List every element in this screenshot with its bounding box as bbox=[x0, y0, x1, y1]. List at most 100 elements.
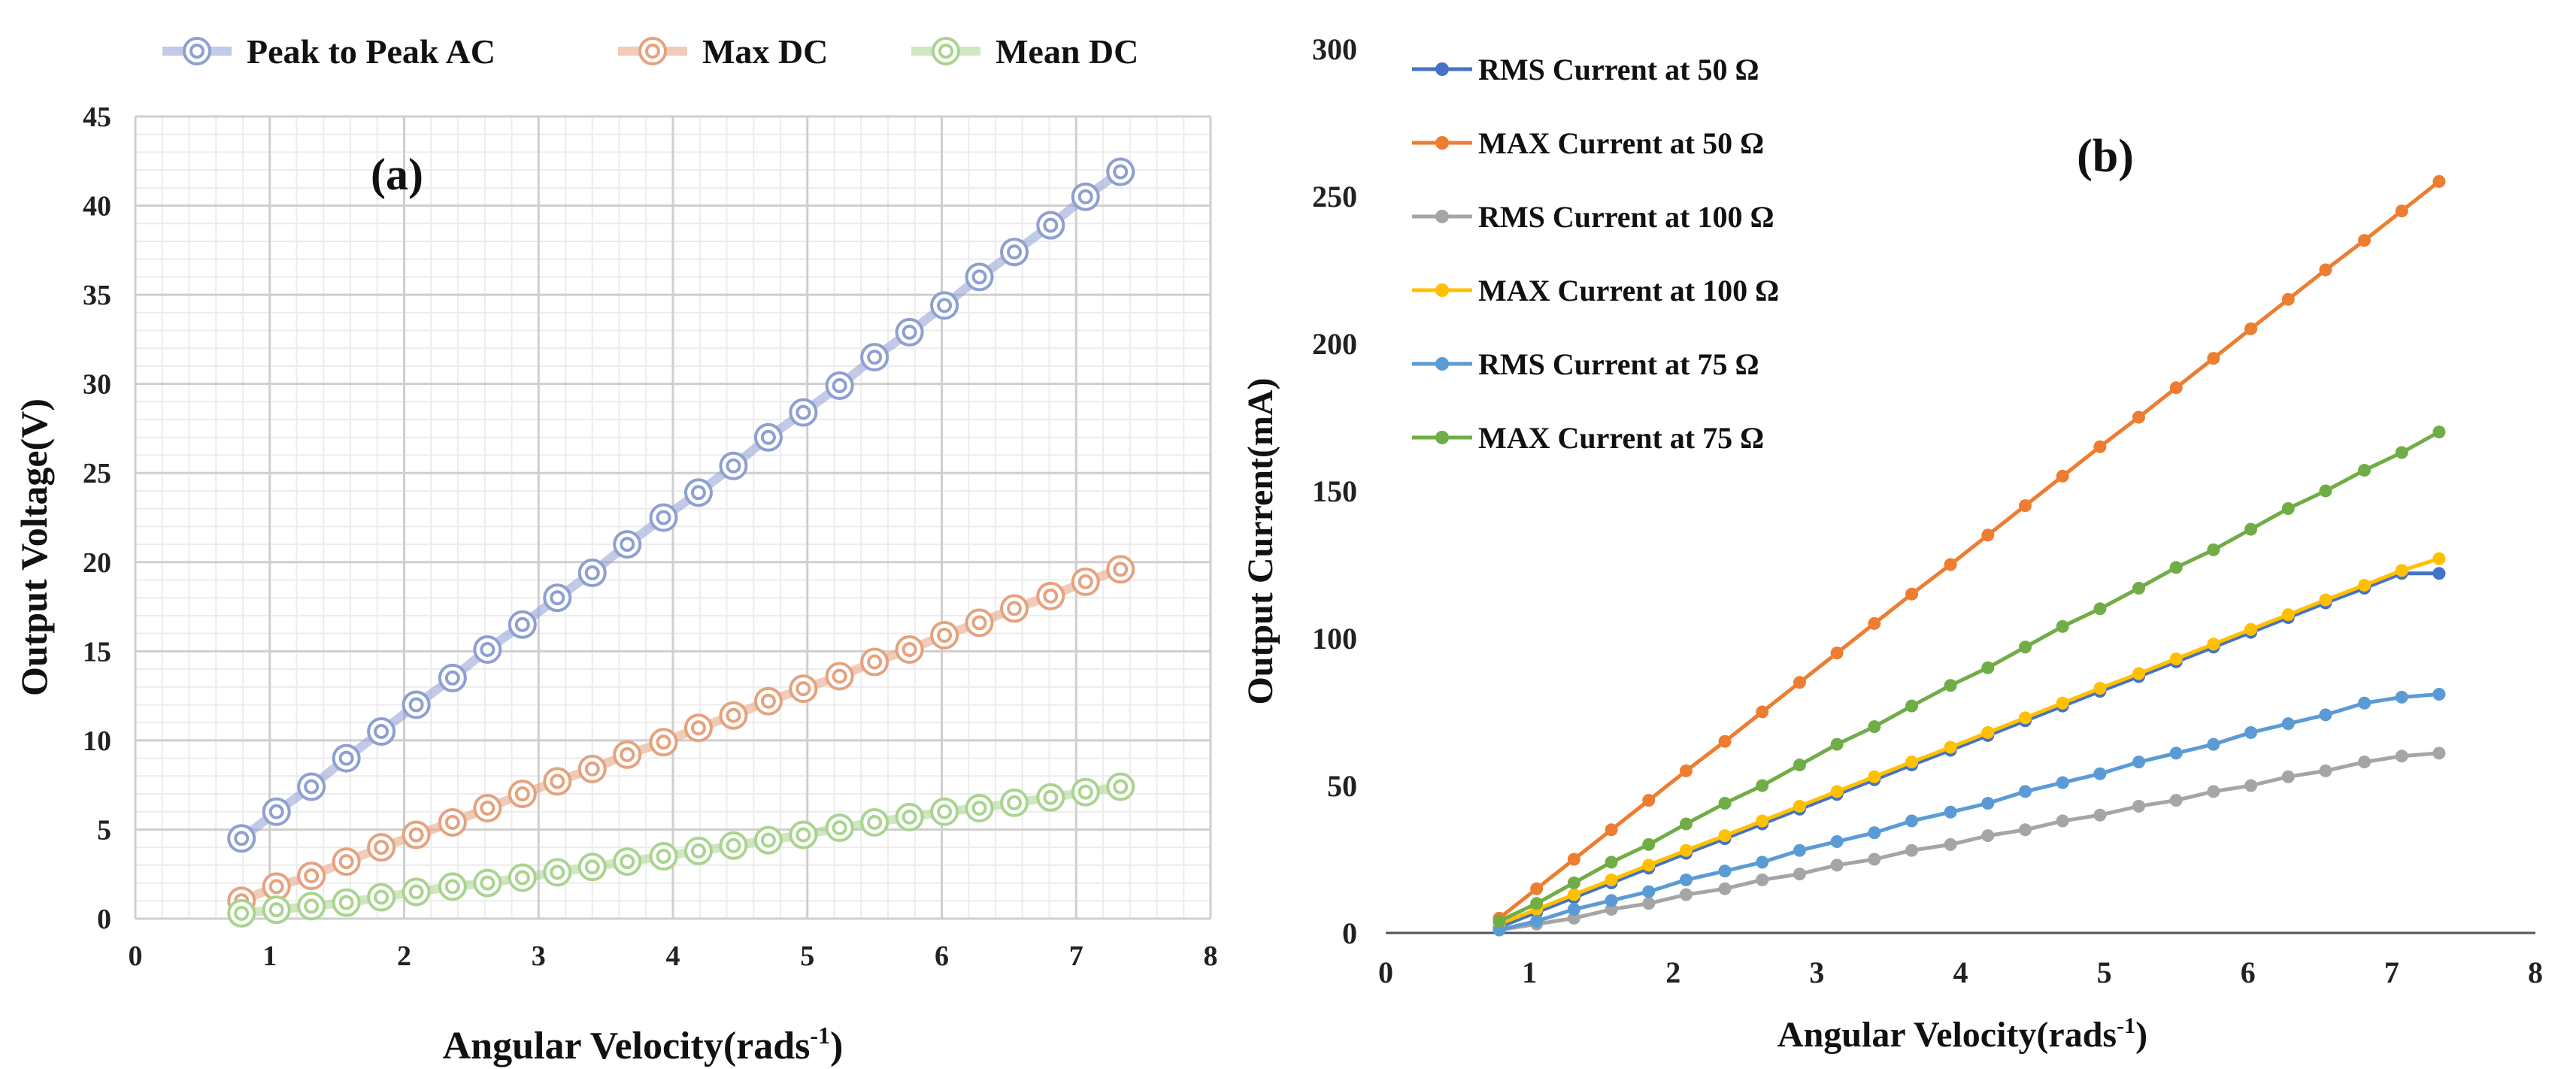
panel-b-data-point bbox=[2207, 543, 2220, 556]
panel-a-data-point bbox=[825, 813, 854, 843]
panel-b-data-point bbox=[1642, 794, 1656, 807]
panel-b-data-point bbox=[1905, 756, 1919, 769]
panel-b-data-point bbox=[2281, 502, 2295, 516]
panel-b-data-point bbox=[2395, 446, 2408, 459]
panel-b-data-point bbox=[1868, 616, 1881, 630]
panel-a-x-axis-label: Angular Velocity(rads-1) bbox=[443, 1022, 844, 1067]
panel-b-data-point bbox=[1530, 914, 1544, 928]
panel-b-data-point bbox=[1567, 876, 1580, 889]
panel-a-data-point bbox=[1000, 238, 1029, 267]
panel-a-x-tick-label: 8 bbox=[1204, 940, 1218, 972]
panel-b-data-point bbox=[2056, 776, 2069, 789]
panel-b-data-point bbox=[1718, 734, 1732, 748]
panel-a-y-axis-label: Output Voltage(V) bbox=[13, 398, 55, 696]
panel-b-data-point bbox=[1830, 737, 1844, 751]
panel-b-data-point bbox=[1905, 814, 1919, 828]
panel-a-x-tick-label: 7 bbox=[1069, 940, 1083, 972]
panel-b-x-axis-label-close: ) bbox=[2135, 1015, 2147, 1055]
panel-a-data-point bbox=[753, 825, 783, 855]
panel-a-y-tick-label: 10 bbox=[83, 725, 111, 757]
panel-a-x-tick-label: 2 bbox=[397, 940, 411, 972]
panel-b-data-point bbox=[2319, 484, 2332, 498]
panel-a-y-tick-label: 5 bbox=[97, 814, 111, 846]
panel-a-x-axis-label-close: ) bbox=[830, 1025, 843, 1067]
panel-b-data-point bbox=[1830, 647, 1844, 660]
panel-b-data-point bbox=[1567, 903, 1580, 916]
panel-a-data-point bbox=[1071, 182, 1100, 211]
panel-a-data-point bbox=[1071, 777, 1100, 807]
panel-b-x-tick-label: 0 bbox=[1378, 955, 1393, 989]
panel-b-data-point bbox=[1793, 799, 1806, 813]
panel-b-data-point bbox=[2019, 785, 2032, 798]
panel-b-data-point bbox=[1679, 817, 1693, 831]
panel-b-data-point bbox=[2093, 808, 2107, 822]
panel-a-x-tick-label: 1 bbox=[262, 940, 277, 972]
panel-b-data-point bbox=[1567, 852, 1580, 866]
panel-a-data-point bbox=[402, 690, 431, 719]
panel-b-y-tick-label: 300 bbox=[1312, 32, 1357, 66]
panel-a-data-point bbox=[543, 858, 572, 887]
panel-a-data-point bbox=[577, 754, 607, 783]
panel-b-x-tick-label: 6 bbox=[2241, 955, 2256, 989]
panel-b-data-point bbox=[2132, 799, 2145, 813]
panel-b-x-tick-label: 8 bbox=[2528, 955, 2543, 989]
panel-b-data-point bbox=[1679, 888, 1693, 901]
panel-b-data-point bbox=[2207, 785, 2220, 798]
panel-b-data-point bbox=[2395, 750, 2408, 763]
panel-a-data-point bbox=[227, 824, 256, 853]
panel-a-data-point bbox=[473, 634, 502, 664]
panel-b-data-point bbox=[2019, 499, 2032, 513]
panel-b-data-point bbox=[1868, 770, 1881, 783]
panel-a-y-tick-label: 25 bbox=[83, 458, 111, 489]
panel-b-legend-marker bbox=[1435, 431, 1449, 444]
panel-b-legend-item: RMS Current at 100 Ω bbox=[1412, 200, 1774, 234]
panel-b-data-point bbox=[2019, 823, 2032, 837]
panel-b-data-point bbox=[2358, 464, 2371, 477]
panel-a-data-point bbox=[649, 728, 678, 757]
panel-a-legend-item: Mean DC bbox=[911, 32, 1138, 71]
panel-b-data-point bbox=[1718, 797, 1732, 810]
panel-b-data-point bbox=[2244, 522, 2258, 536]
panel-a-data-point bbox=[543, 583, 572, 613]
panel-a-series bbox=[227, 157, 1135, 928]
panel-b-data-point bbox=[2169, 794, 2183, 807]
panel-b-x-axis-label-main: Angular Velocity(rads bbox=[1777, 1015, 2117, 1055]
panel-b-data-point bbox=[1944, 837, 1957, 851]
panel-a-legend-item: Max DC bbox=[618, 32, 828, 71]
panel-b-data-point bbox=[2093, 602, 2107, 616]
panel-a-data-point bbox=[825, 371, 854, 401]
panel-a-data-point bbox=[1036, 783, 1065, 812]
panel-a-data-point bbox=[367, 883, 396, 912]
panel-b-data-point bbox=[2169, 652, 2183, 665]
panel-b-data-point bbox=[2207, 737, 2220, 751]
panel-b-x-axis-label: Angular Velocity(rads-1) bbox=[1777, 1013, 2147, 1055]
panel-b-data-point bbox=[2432, 687, 2446, 701]
panel-a-data-point bbox=[719, 701, 748, 730]
panel-b-data-point bbox=[2244, 322, 2258, 335]
panel-a-data-point bbox=[860, 647, 889, 677]
panel-a-legend-label: Max DC bbox=[702, 32, 828, 71]
panel-a-data-point bbox=[860, 807, 889, 837]
panel-a-legend-marker-inner bbox=[645, 44, 660, 59]
panel-a-data-point bbox=[1000, 788, 1029, 817]
panel-b-data-point bbox=[2244, 725, 2258, 739]
panel-b-data-point bbox=[1493, 923, 1506, 937]
panel-b-data-point bbox=[2281, 770, 2295, 783]
panel-b-legend-marker bbox=[1435, 210, 1449, 223]
panel-b-data-point bbox=[2358, 234, 2371, 247]
panel-a-data-point bbox=[895, 634, 924, 664]
panel-b-data-point bbox=[1567, 888, 1580, 901]
panel-a-legend-marker bbox=[183, 37, 211, 65]
panel-b-data-point bbox=[1679, 843, 1693, 857]
panel-a-data-point bbox=[262, 895, 291, 925]
panel-a-legend-marker-inner bbox=[938, 44, 953, 59]
panel-a-data-point bbox=[508, 610, 537, 639]
panel-b-data-point bbox=[2432, 746, 2446, 760]
panel-b-data-point bbox=[2207, 637, 2220, 651]
panel-a-legend-label: Mean DC bbox=[996, 32, 1138, 71]
panel-b-legend-marker bbox=[1435, 62, 1449, 76]
panel-a-y-tick-label: 30 bbox=[83, 369, 111, 401]
panel-a-x-tick-label: 0 bbox=[129, 940, 143, 972]
panel-b-data-point bbox=[1679, 764, 1693, 777]
panel-a-data-point bbox=[789, 820, 818, 849]
